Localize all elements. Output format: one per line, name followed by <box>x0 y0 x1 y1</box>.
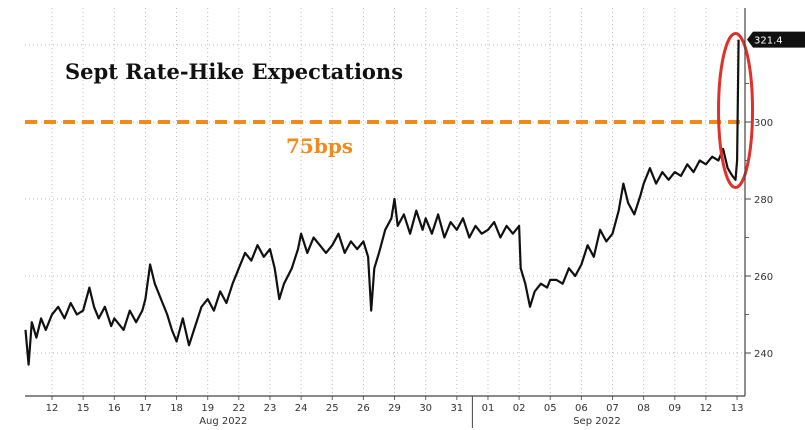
x-tick-label: 05 <box>544 403 557 414</box>
x-tick-label: 12 <box>46 403 59 414</box>
month-label: Sep 2022 <box>573 416 620 427</box>
x-tick-label: 19 <box>201 403 214 414</box>
x-tick-label: 30 <box>419 403 432 414</box>
x-tick-label: 24 <box>295 403 308 414</box>
x-tick-label: 02 <box>513 403 526 414</box>
x-tick-label: 07 <box>606 403 619 414</box>
x-tick-label: 26 <box>357 403 370 414</box>
x-tick-label: 01 <box>482 403 495 414</box>
last-value-label: 321.4 <box>747 31 805 48</box>
x-tick-label: 15 <box>77 403 90 414</box>
x-tick-label: 08 <box>637 403 650 414</box>
grid <box>25 8 745 396</box>
x-tick-label: 29 <box>388 403 401 414</box>
month-label: Aug 2022 <box>199 416 247 427</box>
x-tick-label: 25 <box>326 403 339 414</box>
x-tick-label: 12 <box>700 403 713 414</box>
x-tick-label: 31 <box>450 403 463 414</box>
x-tick-label: 17 <box>139 403 152 414</box>
chart-title: Sept Rate-Hike Expectations <box>65 59 403 84</box>
y-tick-label: 260 <box>754 272 773 283</box>
series-line <box>24 39 740 366</box>
x-tick-label: 23 <box>264 403 277 414</box>
x-tick-label: 18 <box>170 403 183 414</box>
reference-line-label: 75bps <box>286 134 353 158</box>
axes: 12 15 16 17 18 19 22 23 24 25 26 29 30 31 01 02 05 06 07 08… <box>25 8 773 428</box>
x-tick-label: 16 <box>108 403 121 414</box>
x-tick-label: 13 <box>731 403 744 414</box>
y-tick-label: 280 <box>754 195 773 206</box>
x-tick-label: 22 <box>232 403 245 414</box>
y-tick-label: 300 <box>754 118 773 129</box>
last-value-text: 321.4 <box>754 36 783 47</box>
y-tick-label: 240 <box>754 349 773 360</box>
highlight-ellipse <box>717 31 755 189</box>
x-tick-label: 06 <box>575 403 588 414</box>
x-tick-label: 09 <box>668 403 681 414</box>
